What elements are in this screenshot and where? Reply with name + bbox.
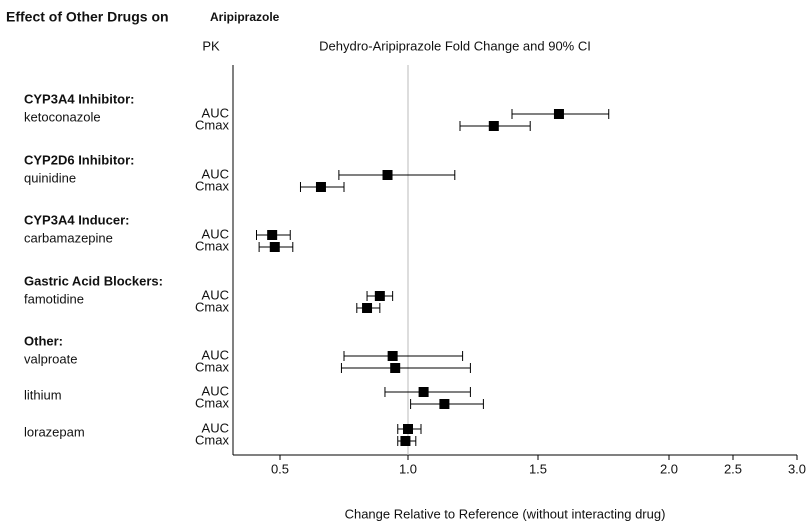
- measure-label: Cmax: [195, 238, 229, 253]
- point-estimate: [374, 291, 385, 301]
- drug-label: valproate: [24, 351, 77, 366]
- point-estimate: [390, 363, 401, 373]
- x-tick-label: 1.5: [529, 461, 547, 476]
- group-label: CYP3A4 Inhibitor:: [24, 91, 135, 106]
- drug-label: famotidine: [24, 291, 84, 306]
- chart-title: Effect of Other Drugs on: [6, 9, 169, 25]
- measure-label: AUC: [202, 166, 229, 181]
- measure-label: Cmax: [195, 395, 229, 410]
- measure-label: AUC: [202, 226, 229, 241]
- point-estimate: [418, 387, 429, 397]
- point-estimate: [362, 303, 373, 313]
- group-label: Gastric Acid Blockers:: [24, 273, 163, 288]
- chart-title-drug: Aripiprazole: [210, 10, 280, 24]
- point-estimate: [439, 399, 450, 409]
- x-axis-label: Change Relative to Reference (without in…: [345, 506, 666, 521]
- x-tick-label: 2.0: [660, 461, 678, 476]
- drug-label: ketoconazole: [24, 109, 101, 124]
- measure-label: Cmax: [195, 432, 229, 447]
- group-label: Other:: [24, 333, 63, 348]
- measure-label: Cmax: [195, 299, 229, 314]
- point-estimate: [315, 182, 326, 192]
- point-estimate: [403, 424, 413, 434]
- measure-label: AUC: [202, 287, 229, 302]
- measure-label: AUC: [202, 383, 229, 398]
- point-estimate: [553, 109, 564, 119]
- point-estimate: [382, 170, 393, 180]
- measure-label: Cmax: [195, 359, 229, 374]
- point-estimate: [400, 436, 411, 446]
- measure-label: Cmax: [195, 178, 229, 193]
- point-estimate: [269, 242, 280, 252]
- x-tick-label: 3.0: [788, 461, 806, 476]
- measure-label: AUC: [202, 105, 229, 120]
- group-label: CYP2D6 Inhibitor:: [24, 152, 135, 167]
- pk-header: PK: [202, 38, 220, 53]
- drug-label: carbamazepine: [24, 230, 113, 245]
- subtitle: Dehydro-Aripiprazole Fold Change and 90%…: [319, 38, 591, 53]
- x-tick-label: 0.5: [271, 461, 289, 476]
- point-estimate: [488, 121, 499, 131]
- drug-label: quinidine: [24, 170, 76, 185]
- point-estimate: [387, 351, 398, 361]
- x-tick-label: 2.5: [724, 461, 742, 476]
- x-tick-label: 1.0: [399, 461, 417, 476]
- measure-label: AUC: [202, 420, 229, 435]
- point-estimate: [267, 230, 278, 240]
- drug-label: lorazepam: [24, 424, 85, 439]
- measure-label: Cmax: [195, 117, 229, 132]
- measure-label: AUC: [202, 347, 229, 362]
- drug-label: lithium: [24, 387, 62, 402]
- group-label: CYP3A4 Inducer:: [24, 212, 129, 227]
